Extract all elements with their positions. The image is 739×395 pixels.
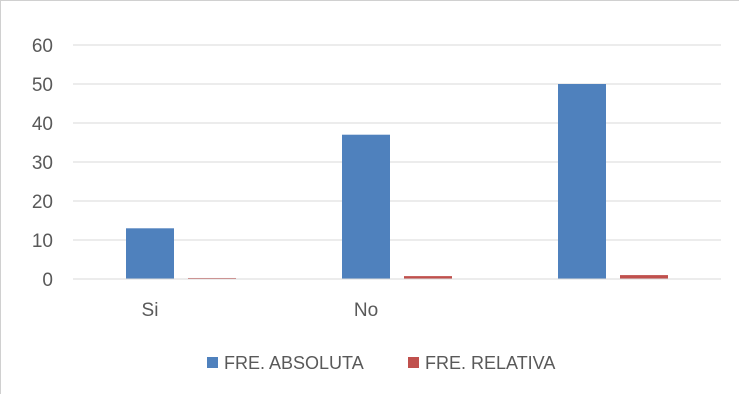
bar-relativa (620, 275, 668, 279)
bar-relativa (404, 276, 452, 279)
legend: FRE. ABSOLUTA FRE. RELATIVA (207, 353, 555, 373)
x-tick-label: No (354, 300, 378, 321)
bar-absoluta (342, 134, 390, 279)
x-tick-label: Si (142, 300, 159, 321)
y-tick-label: 40 (32, 114, 53, 135)
legend-swatch (408, 357, 419, 368)
bar-absoluta (126, 228, 174, 279)
bar-relativa (188, 277, 236, 279)
legend-item: FRE. RELATIVA (408, 353, 555, 373)
y-tick-label: 50 (32, 75, 53, 96)
legend-label: FRE. ABSOLUTA (224, 353, 364, 373)
x-axis-labels: Si No (142, 300, 379, 321)
gridlines (73, 44, 721, 241)
y-tick-label: 10 (32, 231, 53, 252)
y-tick-label: 30 (32, 153, 53, 174)
legend-item: FRE. ABSOLUTA (207, 353, 364, 373)
legend-swatch (207, 357, 218, 368)
bars (126, 84, 668, 279)
y-tick-label: 20 (32, 192, 53, 213)
y-tick-label: 60 (32, 36, 53, 57)
y-tick-label: 0 (42, 270, 53, 291)
legend-label: FRE. RELATIVA (425, 353, 555, 373)
bar-absoluta (558, 84, 606, 279)
y-axis-ticks: 0 10 20 30 40 50 60 (32, 36, 53, 291)
